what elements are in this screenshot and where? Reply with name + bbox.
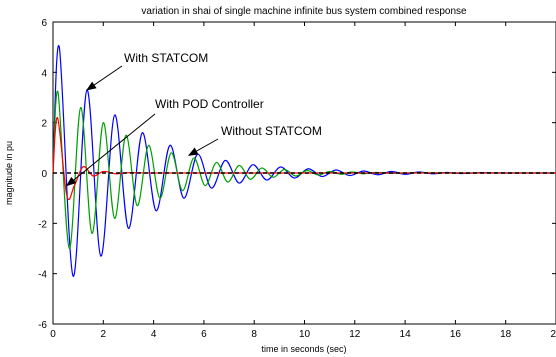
series-layer	[52, 44, 556, 277]
x-tick-label: 18	[500, 329, 512, 340]
x-tick-label: 20	[550, 329, 556, 340]
annotation-without-statcom-arrow	[187, 138, 219, 156]
annotation-with-statcom: With STATCOM	[124, 51, 208, 65]
y-axis-label: magnitude in pu	[4, 141, 14, 205]
annotation-layer: With STATCOM With POD Controller Without S…	[66, 51, 322, 187]
x-tick-label: 10	[299, 329, 311, 340]
x-tick-label: 8	[251, 329, 257, 340]
y-tick-label: 6	[41, 18, 47, 29]
y-tick-label: 2	[41, 119, 47, 130]
x-tick-label: 0	[50, 329, 56, 340]
x-tick-label: 6	[201, 329, 207, 340]
y-tick-label: -6	[38, 320, 47, 331]
x-axis: 0 2 4 6 8 10 12 14 16 18 20	[50, 22, 556, 340]
y-tick-label: -2	[38, 219, 47, 230]
x-tick-label: 14	[400, 329, 412, 340]
x-tick-label: 2	[101, 329, 107, 340]
x-tick-label: 4	[151, 329, 157, 340]
x-axis-label: time in seconds (sec)	[261, 344, 346, 354]
y-tick-label: 0	[41, 169, 47, 180]
chart-title: variation in shai of single machine infi…	[141, 6, 467, 17]
x-tick-label: 12	[349, 329, 361, 340]
y-tick-label: -4	[38, 270, 47, 281]
annotation-with-pod-controller: With POD Controller	[155, 97, 264, 111]
annotation-with-pod-controller-arrow	[66, 113, 156, 187]
annotation-with-statcom-arrow	[86, 65, 123, 91]
x-tick-label: 16	[450, 329, 462, 340]
annotation-without-statcom: Without STATCOM	[221, 124, 322, 138]
y-tick-label: 4	[41, 68, 47, 79]
